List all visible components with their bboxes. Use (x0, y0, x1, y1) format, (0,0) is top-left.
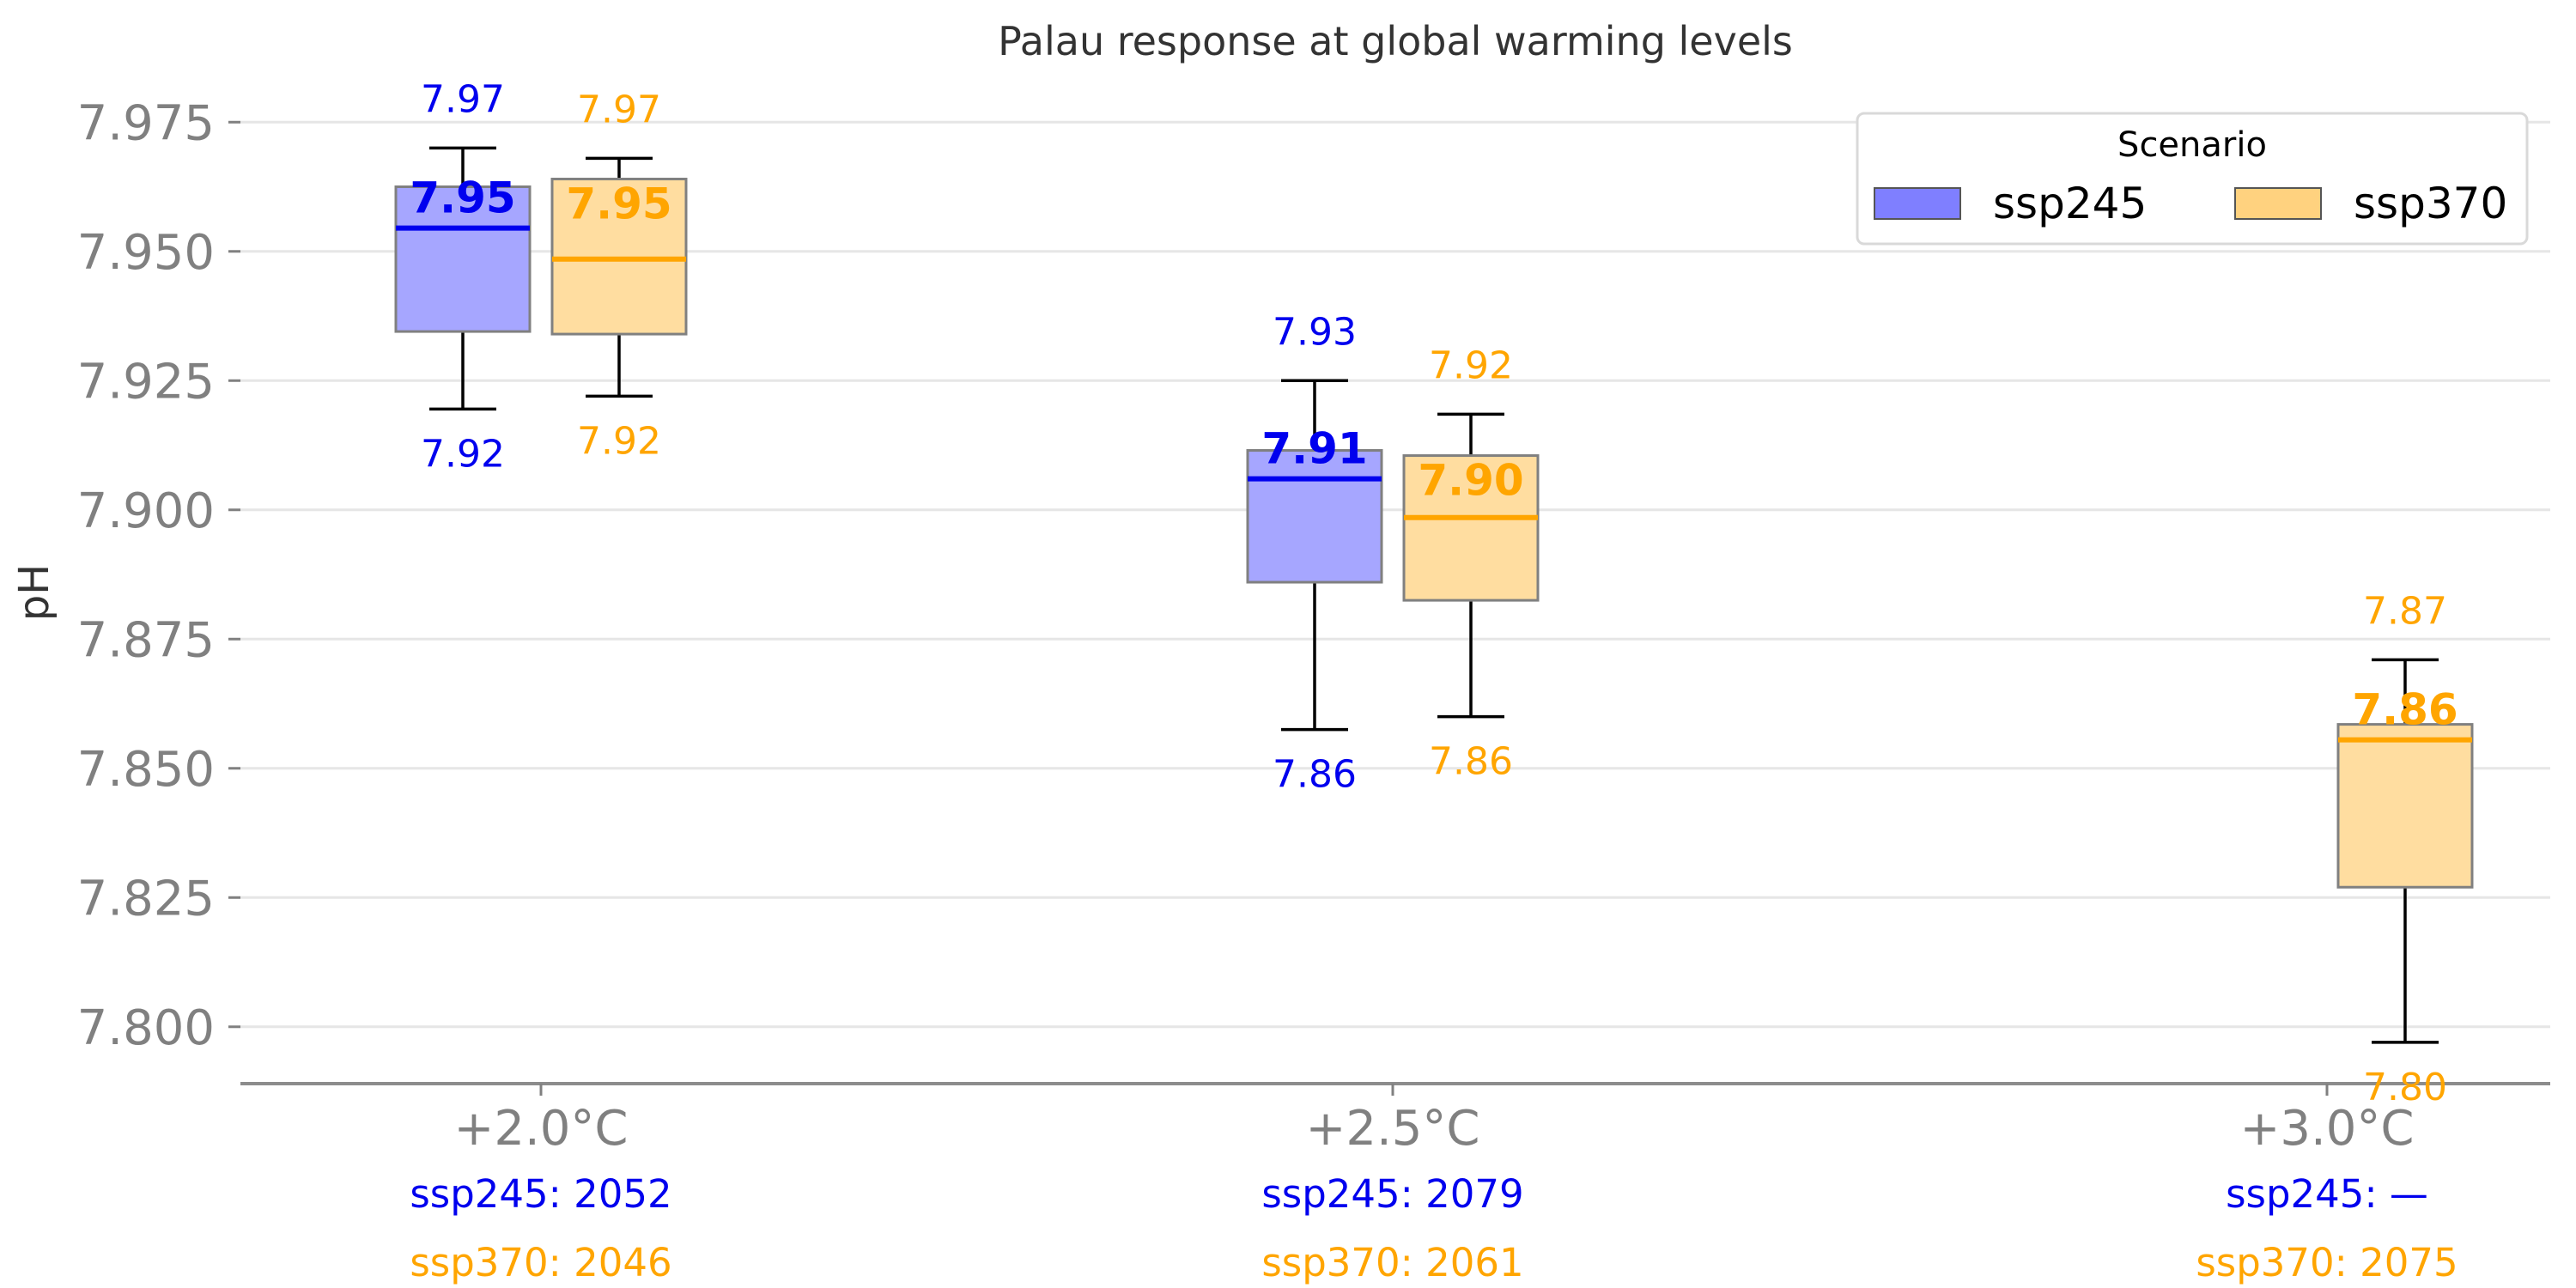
x-tick-label: +2.0°C (453, 1101, 628, 1157)
year-label: ssp370: 2075 (2196, 1240, 2458, 1285)
min-label: 7.92 (577, 419, 661, 463)
year-label: ssp245: 2052 (410, 1171, 671, 1217)
y-tick-label: 7.875 (77, 612, 215, 668)
max-label: 7.87 (2363, 589, 2447, 633)
y-tick-label: 7.925 (77, 354, 215, 410)
y-tick-label: 7.800 (77, 1000, 215, 1056)
max-label: 7.93 (1273, 310, 1357, 354)
min-label: 7.86 (1273, 753, 1357, 797)
x-tick-label: +2.5°C (1305, 1101, 1479, 1157)
legend-frame (1856, 112, 2529, 246)
chart-title: Palau response at global warming levels (998, 18, 1793, 64)
iqr-box (1402, 454, 1540, 602)
box-ssp370-2 (2336, 658, 2474, 1044)
x-ticks: +2.0°C +2.5°C +3.0°C (453, 1084, 2415, 1157)
min-label: 7.80 (2363, 1066, 2447, 1109)
max-label: 7.97 (421, 77, 505, 121)
y-tick-label: 7.850 (77, 742, 215, 798)
min-label: 7.86 (1429, 740, 1513, 784)
median-label: 7.86 (2352, 685, 2458, 735)
legend-swatch-ssp245 (1874, 187, 1961, 220)
legend-swatch-ssp370 (2234, 187, 2322, 220)
y-ticks: 7.800 7.825 7.850 7.875 7.900 7.925 7.950 7.975 (77, 95, 240, 1056)
year-label: ssp245: 2079 (1261, 1171, 1523, 1217)
iqr-box (1246, 449, 1383, 584)
x-tick-label: +3.0°C (2239, 1101, 2414, 1157)
median-label: 7.95 (566, 179, 671, 228)
y-tick-label: 7.825 (77, 871, 215, 927)
min-label: 7.92 (421, 432, 505, 476)
year-label: ssp370: 2061 (1261, 1240, 1523, 1285)
year-label: ssp245: — (2226, 1171, 2428, 1217)
y-tick-label: 7.975 (77, 95, 215, 151)
iqr-box (2336, 723, 2474, 889)
box-ssp370-1 (1402, 412, 1540, 719)
median-label: 7.91 (1261, 424, 1367, 474)
box-ssp245-0 (394, 146, 532, 411)
median-label: 7.90 (1418, 456, 1523, 506)
data-labels: ssp245: 2052 7.97 7.92 7.95 ssp245: 2079 7.93… (410, 77, 2458, 1285)
boxes (394, 146, 2474, 1044)
legend-title: Scenario (2117, 125, 2267, 165)
y-axis-label: pH (10, 564, 58, 622)
median-label: 7.95 (410, 173, 515, 223)
box-ssp370-0 (550, 156, 688, 398)
iqr-box (394, 185, 532, 333)
box-ssp245-1 (1246, 379, 1383, 732)
legend-label-ssp370: ssp370 (2354, 179, 2507, 228)
year-label: ssp370: 2046 (410, 1240, 671, 1285)
y-tick-label: 7.900 (77, 483, 215, 539)
iqr-box (550, 177, 688, 336)
legend: Scenario ssp245 ssp370 (1856, 112, 2529, 246)
max-label: 7.92 (1429, 343, 1513, 387)
y-tick-label: 7.950 (77, 225, 215, 281)
legend-label-ssp245: ssp245 (1993, 179, 2147, 228)
max-label: 7.97 (577, 88, 661, 131)
